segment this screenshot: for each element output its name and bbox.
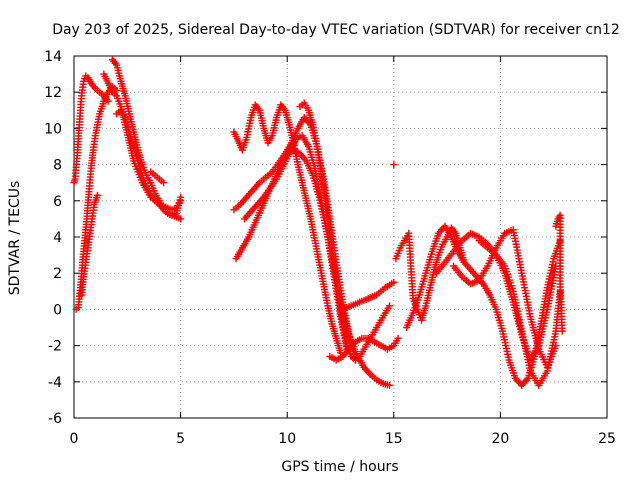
series-track-21 xyxy=(552,211,566,335)
y-tick-label: 8 xyxy=(53,158,62,174)
y-tick-labels: -6 -4 -2 0 2 4 6 8 10 12 14 xyxy=(44,49,62,427)
x-tick-label: 10 xyxy=(278,431,296,447)
data-points xyxy=(70,56,566,389)
y-tick-label: -4 xyxy=(48,375,62,391)
series-track-19 xyxy=(449,226,560,371)
y-tick-label: 2 xyxy=(53,266,62,282)
plot-frame xyxy=(73,55,608,419)
y-tick-label: 14 xyxy=(44,49,62,65)
chart-title: Day 203 of 2025, Sidereal Day-to-day VTE… xyxy=(52,22,620,38)
x-tick-label: 25 xyxy=(598,431,616,447)
x-tick-labels: 0 5 10 15 20 25 xyxy=(70,431,616,447)
series-track-12 xyxy=(296,99,394,364)
data-point xyxy=(386,381,394,389)
data-point xyxy=(386,302,394,310)
grid-lines xyxy=(74,56,607,418)
series-track-16 xyxy=(392,224,468,324)
x-tick-label: 15 xyxy=(385,431,403,447)
y-tick-label: -6 xyxy=(48,411,62,427)
y-tick-label: 6 xyxy=(53,194,62,210)
data-point xyxy=(394,334,402,342)
series-track-07 xyxy=(147,168,168,187)
series-track-13 xyxy=(326,334,402,364)
series-track-05 xyxy=(108,56,185,223)
y-tick-label: 12 xyxy=(44,85,62,101)
y-axis-label: SDTVAR / TECUs xyxy=(7,181,23,296)
series-track-06 xyxy=(113,106,185,219)
data-point xyxy=(558,327,566,335)
series-track-08 xyxy=(230,101,344,357)
data-point xyxy=(177,193,185,201)
series-track-15 xyxy=(390,161,398,169)
y-tick-label: -2 xyxy=(48,339,62,355)
data-point xyxy=(390,161,398,169)
series-track-14 xyxy=(339,278,398,313)
y-tick-label: 10 xyxy=(44,121,62,137)
data-point xyxy=(160,179,168,187)
data-point xyxy=(390,278,398,286)
data-point xyxy=(93,191,101,199)
x-tick-label: 0 xyxy=(70,431,79,447)
y-tick-label: 0 xyxy=(53,302,62,318)
x-tick-label: 20 xyxy=(491,431,509,447)
axis-ticks xyxy=(73,55,608,419)
y-tick-label: 4 xyxy=(53,230,62,246)
x-axis-label: GPS time / hours xyxy=(281,459,398,475)
series-track-03 xyxy=(77,191,101,299)
x-tick-label: 5 xyxy=(176,431,185,447)
data-point xyxy=(177,215,185,223)
